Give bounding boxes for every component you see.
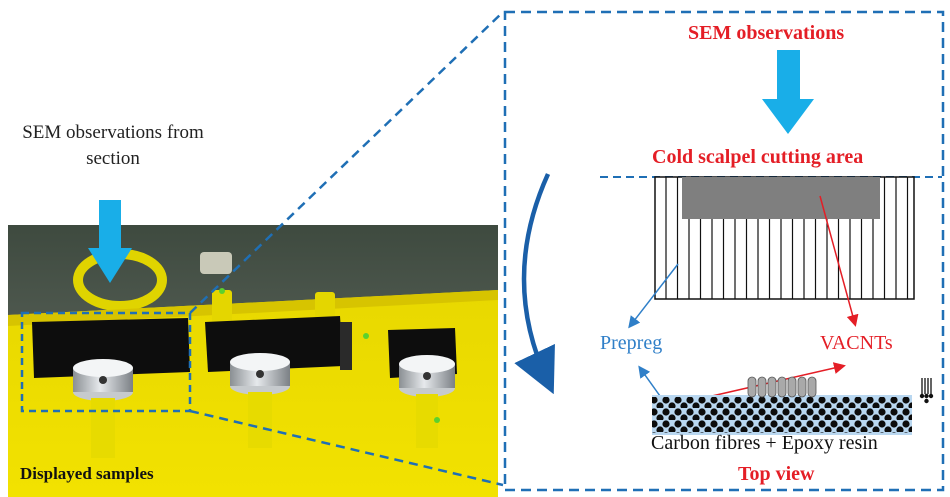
prepreg-arrow-lower <box>638 365 661 397</box>
prepreg-block <box>654 176 915 300</box>
vacnt-pillar <box>767 376 777 398</box>
photo-caption: Displayed samples <box>20 464 154 483</box>
zoom-panel <box>503 10 945 492</box>
fibre-layer <box>652 395 912 435</box>
vacnt-arrow-lower <box>711 362 846 397</box>
vacnt-pillar <box>787 376 797 398</box>
sem-arrow-left <box>88 200 132 283</box>
schematic-title: SEM observations <box>688 22 845 44</box>
view-label: Top view <box>738 463 815 485</box>
photo-selection-box <box>20 311 192 413</box>
sample-holder <box>230 353 290 448</box>
vacnts-label: VACNTs <box>820 332 893 354</box>
layer-label: Carbon fibres + Epoxy resin <box>651 432 878 454</box>
prepreg-label: Prepreg <box>600 332 663 354</box>
photo-annotation: SEM observations from section <box>22 122 204 169</box>
brush-icon <box>919 378 934 404</box>
vacnt-pillar <box>747 376 757 398</box>
vacnt-arrow-upper <box>819 195 859 327</box>
vacnt-pillar <box>807 376 817 398</box>
sample-holder <box>73 359 133 458</box>
vacnt-pillars <box>747 376 817 398</box>
rotation-arrow <box>514 173 555 395</box>
sample-photo <box>8 225 498 497</box>
vacnt-pillar <box>797 376 807 398</box>
vacnt-pillar <box>757 376 767 398</box>
prepreg-arrow-upper <box>628 263 679 329</box>
vacnt-pillar <box>777 376 787 398</box>
cutting-area <box>682 177 880 219</box>
zoom-line-bottom <box>189 409 504 487</box>
sem-arrow-right <box>762 50 814 134</box>
cut-area-label: Cold scalpel cutting area <box>652 146 864 168</box>
zoom-line-top <box>189 11 504 314</box>
sample-holder <box>399 355 455 448</box>
